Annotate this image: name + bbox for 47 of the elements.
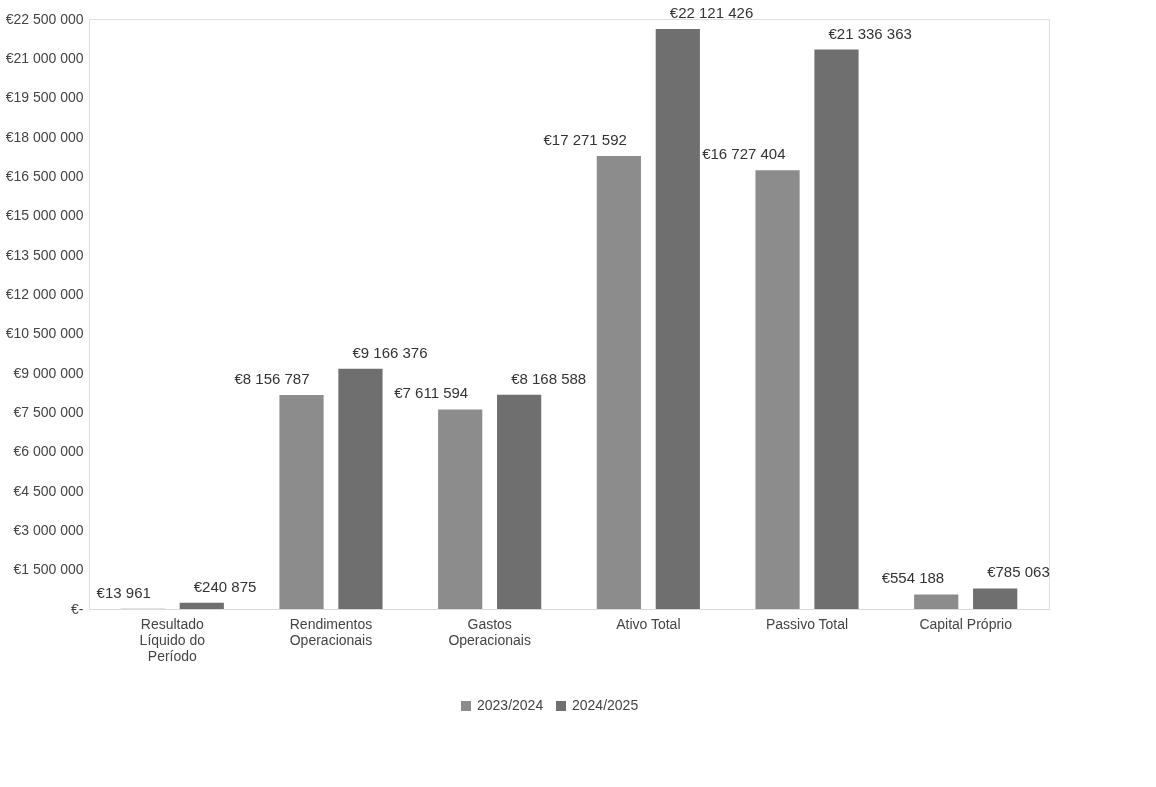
data-label: €9 166 376 — [352, 343, 428, 361]
x-tick-label: Passivo Total — [765, 615, 849, 632]
data-label: €8 156 787 — [234, 370, 310, 388]
data-label: €785 063 — [987, 563, 1050, 581]
y-tick-label: €3 000 000 — [13, 521, 84, 538]
bar — [973, 588, 1018, 609]
y-tick-label: €7 500 000 — [13, 403, 84, 420]
y-tick-label: €19 500 000 — [5, 89, 84, 106]
data-label: €240 875 — [193, 577, 257, 595]
x-tick-label: Rendimentos Operacionais — [289, 615, 373, 648]
data-label: €16 727 404 — [702, 145, 786, 163]
bar — [914, 594, 959, 609]
data-label: €8 168 588 — [511, 369, 587, 387]
y-tick-label: €15 000 000 — [5, 207, 84, 224]
bar — [279, 395, 324, 609]
y-tick-label: €9 000 000 — [13, 364, 84, 381]
y-tick-label: €12 000 000 — [5, 285, 84, 302]
y-tick-label: €16 500 000 — [5, 167, 84, 184]
bar — [179, 602, 224, 609]
data-label: €22 121 426 — [669, 3, 754, 21]
data-label: €13 961 — [96, 583, 151, 601]
y-tick-label: €- — [71, 600, 84, 617]
y-tick-label: €4 500 000 — [13, 482, 84, 499]
data-label: €17 271 592 — [543, 131, 627, 149]
bar — [338, 368, 383, 609]
x-tick-label: Gastos Operacionais — [448, 615, 531, 648]
legend-label: 2023/2024 — [477, 697, 544, 713]
bar — [596, 156, 641, 609]
y-tick-label: €13 500 000 — [5, 246, 84, 263]
bar — [438, 409, 483, 609]
bar — [755, 170, 800, 609]
data-label: €7 611 594 — [394, 384, 469, 402]
x-tick-label: Capital Próprio — [919, 615, 1013, 632]
x-tick-label: Resultado Líquido do Período — [139, 615, 206, 664]
bar — [655, 28, 700, 609]
y-tick-label: €22 500 000 — [5, 10, 84, 27]
y-tick-label: €1 500 000 — [13, 561, 84, 578]
bar — [814, 49, 859, 609]
data-label: €21 336 363 — [828, 24, 912, 42]
y-tick-label: €21 000 000 — [5, 49, 84, 66]
y-tick-label: €10 500 000 — [5, 325, 84, 342]
legend-label: 2024/2025 — [572, 697, 639, 713]
y-tick-label: €18 000 000 — [5, 128, 84, 145]
data-label: €554 188 — [881, 569, 945, 587]
bar — [497, 394, 542, 609]
x-tick-label: Ativo Total — [616, 615, 681, 632]
y-tick-label: €6 000 000 — [13, 443, 84, 460]
